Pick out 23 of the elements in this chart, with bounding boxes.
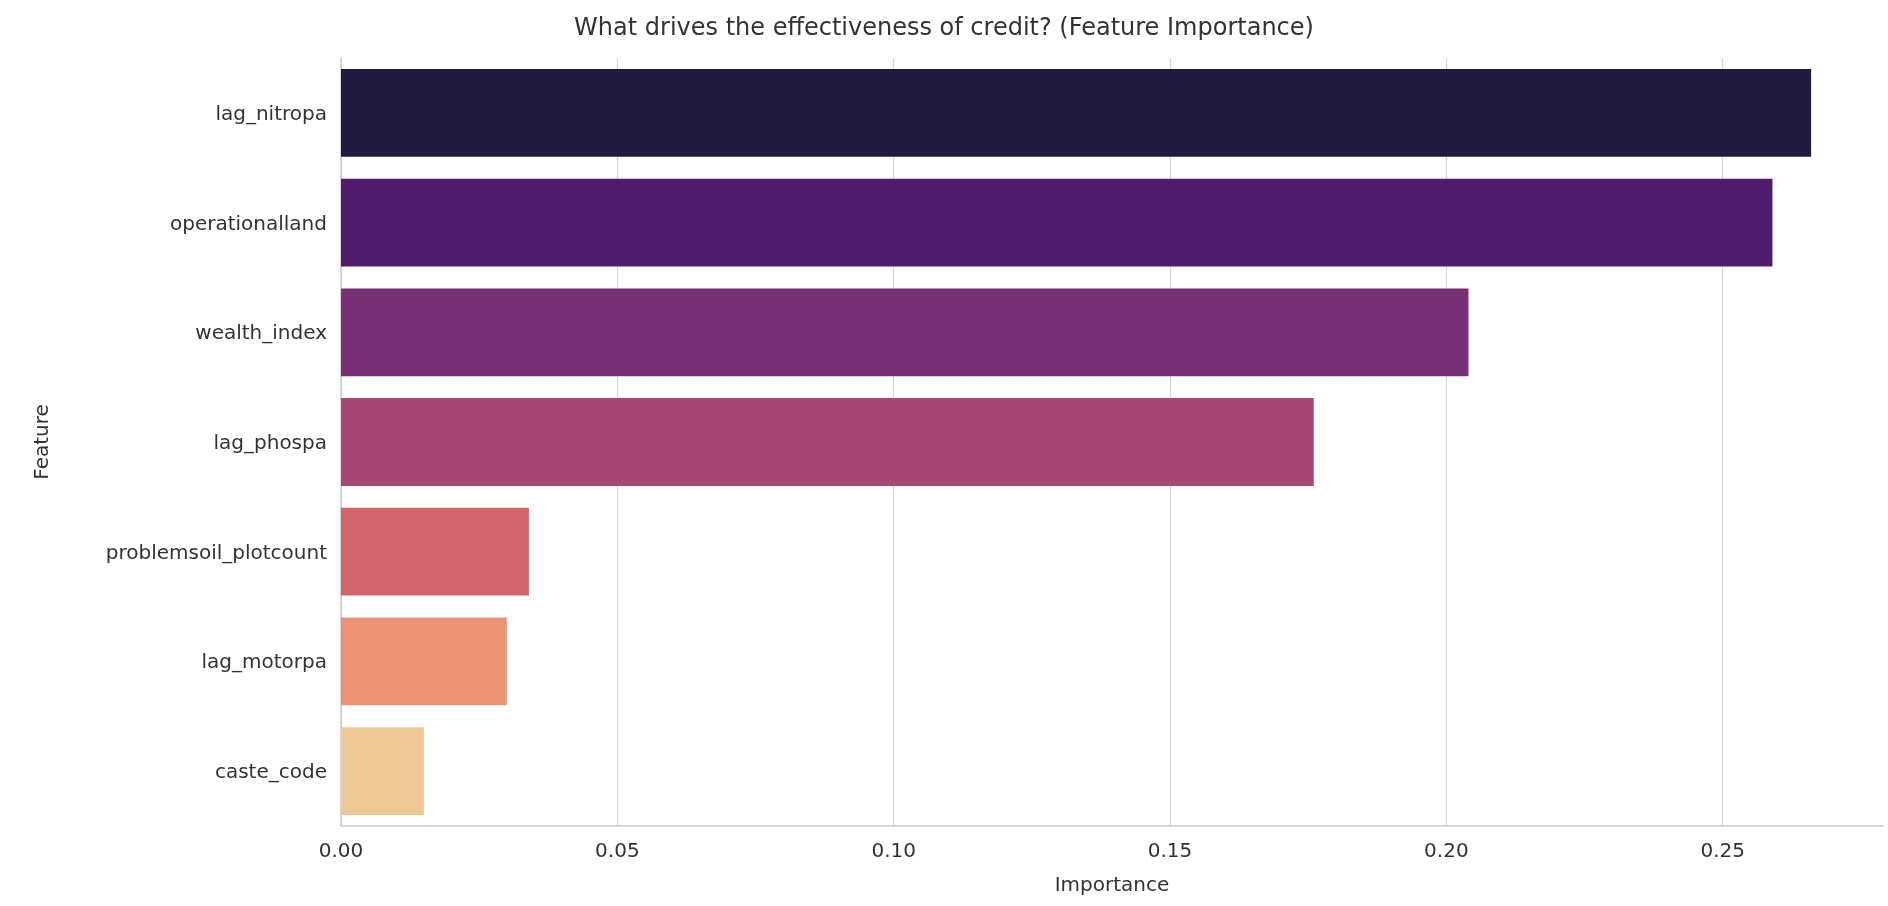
bar bbox=[341, 507, 529, 596]
y-tick-label: lag_nitropa bbox=[215, 100, 327, 125]
chart-title: What drives the effectiveness of credit? (Feature Importance) bbox=[574, 13, 1314, 41]
bar bbox=[341, 727, 424, 816]
x-tick-label: 0.10 bbox=[871, 838, 916, 862]
bar bbox=[341, 178, 1773, 267]
y-tick-label: lag_motorpa bbox=[201, 649, 327, 674]
bar bbox=[341, 617, 507, 706]
x-tick-label: 0.00 bbox=[318, 838, 364, 862]
x-tick-label: 0.25 bbox=[1700, 838, 1745, 862]
bar bbox=[341, 68, 1812, 157]
y-tick-label: problemsoil_plotcount bbox=[105, 539, 328, 564]
bar bbox=[341, 398, 1314, 486]
x-axis-title: Importance bbox=[1054, 872, 1170, 896]
x-tick-label: 0.20 bbox=[1424, 838, 1469, 862]
y-tick-label: caste_code bbox=[214, 759, 327, 784]
x-tick-label: 0.15 bbox=[1147, 838, 1193, 862]
y-tick-label: lag_phospa bbox=[213, 430, 327, 454]
y-tick-label: operationalland bbox=[169, 210, 327, 235]
x-tick-label: 0.05 bbox=[595, 838, 640, 862]
y-axis-title: Feature bbox=[29, 404, 53, 480]
y-tick-label: wealth_index bbox=[195, 320, 328, 345]
bar bbox=[341, 288, 1469, 377]
